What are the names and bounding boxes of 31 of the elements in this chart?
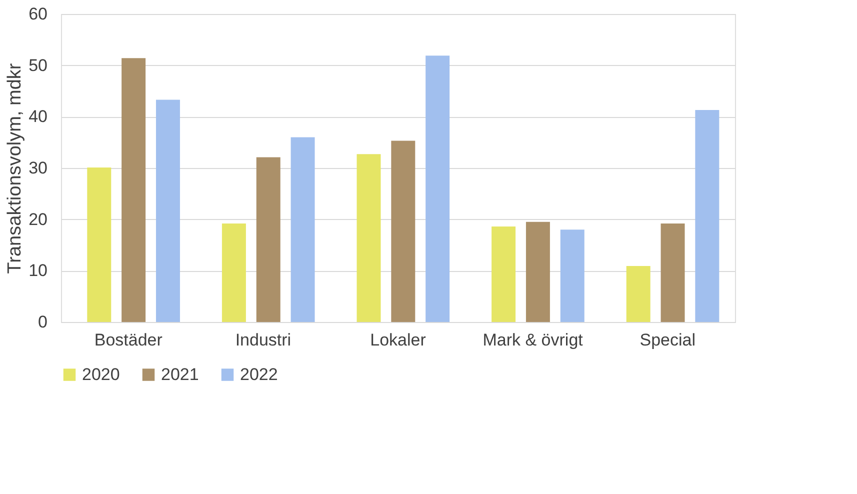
x-tick-label: Mark & övrigt xyxy=(482,330,584,350)
y-axis-title: Transaktionsvolym, mdkr xyxy=(4,62,26,274)
y-tick-label: 0 xyxy=(38,312,48,332)
bar xyxy=(391,140,416,322)
x-tick-label: Industri xyxy=(235,330,292,350)
bar xyxy=(356,154,381,322)
y-tick-label: 20 xyxy=(28,210,48,229)
bar xyxy=(290,137,315,322)
bar xyxy=(660,223,685,322)
bar xyxy=(526,222,550,322)
y-tick-label: 30 xyxy=(28,158,48,178)
legend-label: 2020 xyxy=(82,364,120,384)
legend-label: 2022 xyxy=(240,364,278,384)
y-tick-label: 40 xyxy=(28,107,48,126)
bar xyxy=(626,266,650,322)
bar xyxy=(156,100,180,322)
bar xyxy=(695,110,720,322)
x-tick-label: Bostäder xyxy=(94,330,163,350)
x-tick-label: Special xyxy=(640,330,696,350)
y-tick-label: 60 xyxy=(28,4,48,24)
y-tick-label: 50 xyxy=(28,56,48,75)
bar xyxy=(222,223,246,322)
bar xyxy=(122,58,146,322)
bar xyxy=(492,226,516,322)
bar xyxy=(256,157,280,322)
bar xyxy=(87,167,112,322)
y-tick-label: 10 xyxy=(28,261,48,280)
x-tick-label: Lokaler xyxy=(370,330,426,350)
legend-label: 2021 xyxy=(161,364,199,384)
bar xyxy=(426,56,450,322)
bar xyxy=(560,230,584,322)
